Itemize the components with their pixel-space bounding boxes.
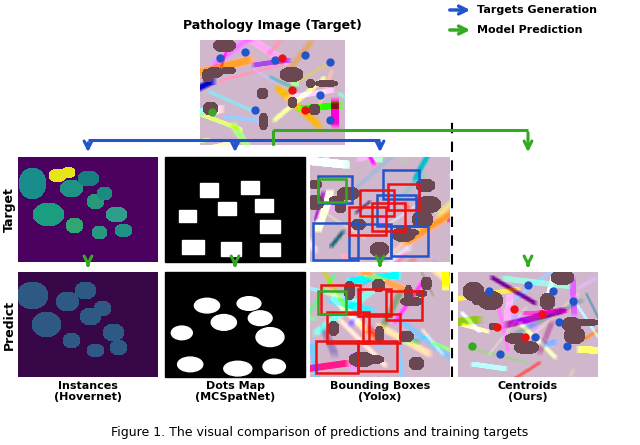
Text: Bounding Boxes: Bounding Boxes (330, 381, 430, 391)
Bar (319, 176, 352, 203)
Ellipse shape (263, 359, 285, 374)
Bar (364, 314, 399, 344)
Bar (360, 190, 394, 216)
Bar (319, 291, 346, 314)
Bar (391, 227, 428, 256)
Ellipse shape (172, 326, 192, 340)
Bar (327, 312, 369, 344)
Text: Centroids: Centroids (498, 381, 558, 391)
Text: Dots Map: Dots Map (205, 381, 264, 391)
Bar (165, 272, 305, 377)
Text: (Hovernet): (Hovernet) (54, 392, 122, 402)
Text: (Yolox): (Yolox) (358, 392, 402, 402)
Bar (321, 285, 360, 314)
Bar (358, 289, 391, 316)
Bar (372, 203, 405, 231)
Text: Pathology Image (Target): Pathology Image (Target) (183, 19, 362, 32)
Ellipse shape (256, 328, 284, 347)
Text: Predict: Predict (3, 299, 15, 349)
Text: (Ours): (Ours) (508, 392, 548, 402)
Bar (349, 207, 385, 235)
Ellipse shape (211, 315, 236, 330)
Bar (260, 220, 280, 233)
Ellipse shape (178, 357, 203, 372)
Bar (218, 202, 236, 215)
Text: Targets Generation: Targets Generation (477, 5, 597, 15)
Bar (385, 291, 422, 320)
Ellipse shape (237, 297, 261, 310)
Bar (255, 199, 273, 212)
Bar (388, 184, 419, 210)
Ellipse shape (248, 311, 272, 326)
Text: Target: Target (3, 187, 15, 232)
Bar (377, 195, 417, 227)
Bar (349, 224, 391, 258)
Text: Model Prediction: Model Prediction (477, 25, 582, 35)
Bar (319, 179, 346, 202)
Text: (MCSpatNet): (MCSpatNet) (195, 392, 275, 402)
Bar (260, 243, 280, 256)
Ellipse shape (224, 361, 252, 376)
Bar (165, 157, 305, 262)
Bar (313, 223, 358, 260)
Bar (179, 210, 196, 222)
Bar (316, 341, 358, 373)
Bar (358, 341, 397, 371)
Bar (221, 242, 241, 256)
Bar (383, 170, 419, 199)
Bar (241, 181, 259, 194)
Ellipse shape (195, 298, 220, 313)
Bar (182, 240, 204, 254)
Text: Instances: Instances (58, 381, 118, 391)
Text: Figure 1. The visual comparison of predictions and training targets: Figure 1. The visual comparison of predi… (111, 426, 529, 439)
Bar (200, 183, 218, 197)
